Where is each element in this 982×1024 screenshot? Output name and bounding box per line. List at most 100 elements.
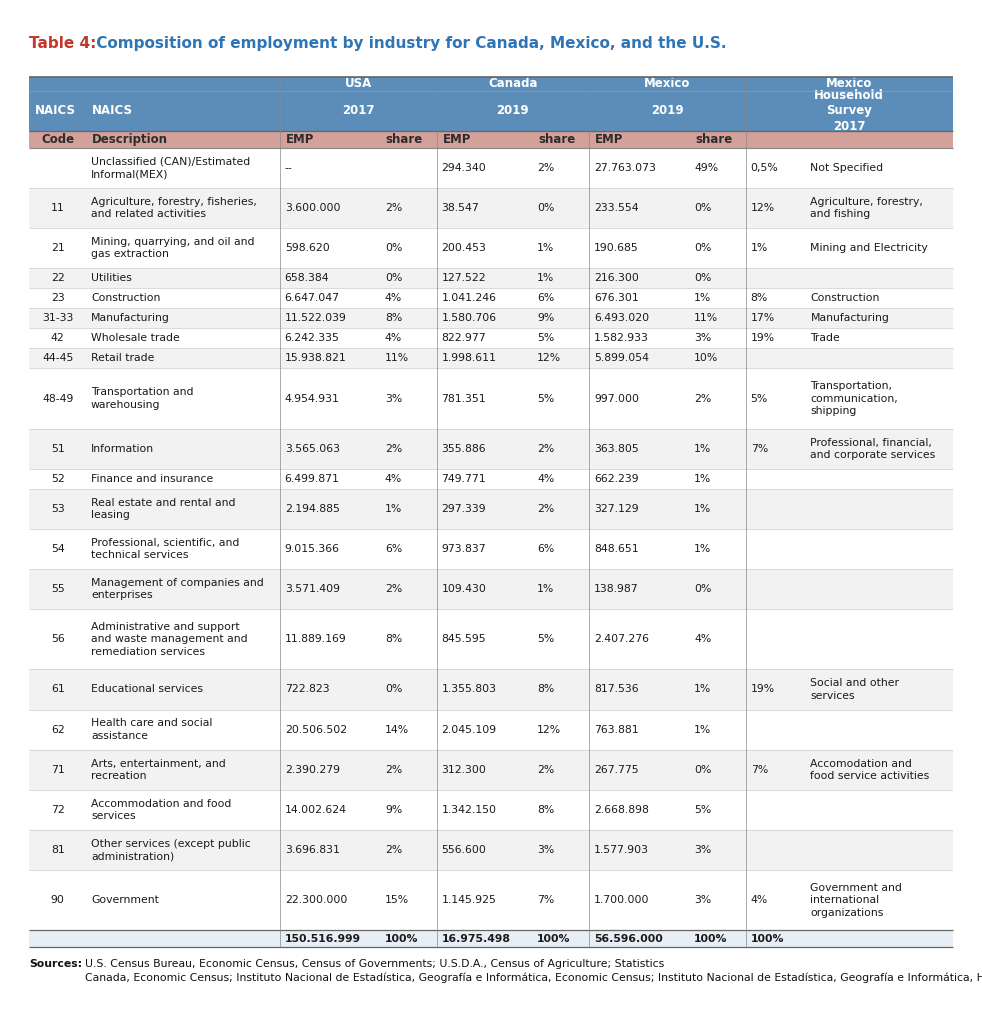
Text: share: share: [538, 133, 575, 145]
Text: 4%: 4%: [385, 474, 403, 483]
Text: 7%: 7%: [750, 443, 768, 454]
Text: 8%: 8%: [537, 805, 555, 815]
Text: 2019: 2019: [651, 104, 683, 118]
Text: 4.954.931: 4.954.931: [285, 393, 340, 403]
Text: 2017: 2017: [342, 104, 374, 118]
Text: Finance and insurance: Finance and insurance: [91, 474, 213, 483]
Text: 2.045.109: 2.045.109: [442, 725, 497, 734]
Text: 6%: 6%: [537, 293, 555, 303]
Text: Trade: Trade: [810, 334, 841, 343]
Text: 2%: 2%: [385, 443, 403, 454]
Text: Government and
international
organizations: Government and international organizatio…: [810, 883, 902, 918]
Text: 5%: 5%: [750, 393, 768, 403]
Text: 190.685: 190.685: [594, 243, 638, 253]
Text: 4%: 4%: [385, 334, 403, 343]
Text: 1%: 1%: [537, 273, 555, 284]
Text: 2%: 2%: [537, 765, 555, 775]
Bar: [29, 790, 953, 829]
Text: 11: 11: [51, 203, 65, 213]
Text: 1%: 1%: [694, 474, 711, 483]
Text: 722.823: 722.823: [285, 684, 329, 694]
Text: 21: 21: [51, 243, 65, 253]
Text: 9.015.366: 9.015.366: [285, 544, 340, 554]
Text: 54: 54: [51, 544, 65, 554]
Text: 49%: 49%: [694, 163, 718, 173]
Text: 2%: 2%: [385, 203, 403, 213]
Text: Not Specified: Not Specified: [810, 163, 884, 173]
Text: 1%: 1%: [694, 293, 711, 303]
Text: Construction: Construction: [91, 293, 160, 303]
Text: 4%: 4%: [385, 293, 403, 303]
Bar: [29, 710, 953, 750]
Text: 4%: 4%: [694, 634, 711, 644]
Text: Accomodation and
food service activities: Accomodation and food service activities: [810, 759, 930, 781]
Text: EMP: EMP: [443, 133, 470, 145]
Bar: [29, 750, 953, 790]
Bar: [29, 429, 953, 469]
Text: 3.696.831: 3.696.831: [285, 845, 340, 855]
Text: 355.886: 355.886: [442, 443, 486, 454]
Text: 1.580.706: 1.580.706: [442, 313, 497, 324]
Text: 3%: 3%: [694, 845, 711, 855]
Text: 27.763.073: 27.763.073: [594, 163, 656, 173]
Text: 38.547: 38.547: [442, 203, 479, 213]
Text: 7%: 7%: [750, 765, 768, 775]
Text: 6.499.871: 6.499.871: [285, 474, 340, 483]
Text: 1%: 1%: [694, 443, 711, 454]
Text: Description: Description: [92, 133, 168, 145]
Text: 973.837: 973.837: [442, 544, 486, 554]
Text: share: share: [386, 133, 423, 145]
Text: 44-45: 44-45: [42, 353, 74, 364]
Text: 48-49: 48-49: [42, 393, 74, 403]
Text: Agriculture, forestry, fisheries,
and related activities: Agriculture, forestry, fisheries, and re…: [91, 197, 257, 219]
Text: share: share: [695, 133, 733, 145]
Text: 8%: 8%: [385, 313, 403, 324]
Text: Mexico: Mexico: [644, 77, 690, 90]
Text: 1.041.246: 1.041.246: [442, 293, 497, 303]
Text: 11.522.039: 11.522.039: [285, 313, 347, 324]
Text: USA: USA: [345, 77, 372, 90]
Text: 42: 42: [51, 334, 65, 343]
Text: 0%: 0%: [537, 203, 555, 213]
Text: 150.516.999: 150.516.999: [285, 934, 360, 944]
Text: 363.805: 363.805: [594, 443, 638, 454]
Text: 2%: 2%: [537, 163, 555, 173]
Text: 1.342.150: 1.342.150: [442, 805, 497, 815]
Text: 61: 61: [51, 684, 65, 694]
Bar: [29, 288, 953, 308]
Text: 676.301: 676.301: [594, 293, 638, 303]
Text: 56: 56: [51, 634, 65, 644]
Text: Real estate and rental and
leasing: Real estate and rental and leasing: [91, 498, 236, 520]
Text: 81: 81: [51, 845, 65, 855]
Text: Agriculture, forestry,
and fishing: Agriculture, forestry, and fishing: [810, 197, 923, 219]
Text: 2.407.276: 2.407.276: [594, 634, 649, 644]
Text: 8%: 8%: [537, 684, 555, 694]
Text: 294.340: 294.340: [442, 163, 486, 173]
Text: 1%: 1%: [750, 243, 768, 253]
Text: 12%: 12%: [537, 725, 562, 734]
Text: 51: 51: [51, 443, 65, 454]
Bar: [29, 228, 953, 268]
Text: 1%: 1%: [385, 504, 403, 514]
Text: 1%: 1%: [694, 504, 711, 514]
Text: 6.493.020: 6.493.020: [594, 313, 649, 324]
Text: 2%: 2%: [537, 443, 555, 454]
Text: 11%: 11%: [385, 353, 409, 364]
Text: 6.242.335: 6.242.335: [285, 334, 340, 343]
Text: 11%: 11%: [694, 313, 718, 324]
Text: 997.000: 997.000: [594, 393, 639, 403]
Text: Educational services: Educational services: [91, 684, 203, 694]
Text: 14%: 14%: [385, 725, 409, 734]
Text: 19%: 19%: [750, 684, 775, 694]
Bar: [29, 77, 953, 91]
Text: 5%: 5%: [537, 393, 555, 403]
Text: 662.239: 662.239: [594, 474, 638, 483]
Text: Wholesale trade: Wholesale trade: [91, 334, 180, 343]
Bar: [29, 488, 953, 529]
Text: 3.571.409: 3.571.409: [285, 584, 340, 594]
Text: Administrative and support
and waste management and
remediation services: Administrative and support and waste man…: [91, 622, 247, 656]
Text: 2%: 2%: [385, 765, 403, 775]
Text: 845.595: 845.595: [442, 634, 486, 644]
Text: 9%: 9%: [537, 313, 555, 324]
Text: 71: 71: [51, 765, 65, 775]
